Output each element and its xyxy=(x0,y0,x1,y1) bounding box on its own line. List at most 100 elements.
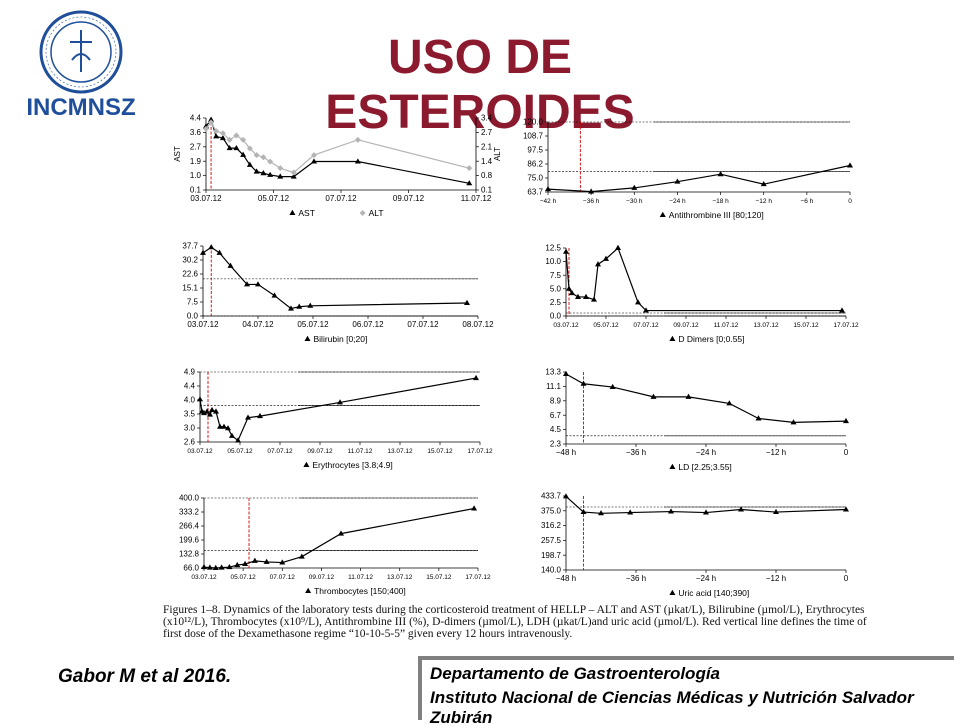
data-point xyxy=(235,437,241,443)
y-tick-label: 37.7 xyxy=(182,242,198,251)
x-tick-label: 04.07.12 xyxy=(242,320,274,329)
y-tick-label: 333.2 xyxy=(179,508,200,517)
data-point xyxy=(847,162,853,168)
y-tick-label: 11.1 xyxy=(546,382,562,391)
data-point xyxy=(563,370,569,376)
y-tick-label: 7.5 xyxy=(550,271,562,280)
legend-marker xyxy=(669,589,676,595)
y-tick-label: 4.4 xyxy=(184,382,196,391)
y-tick-label: 2.5 xyxy=(550,298,562,307)
legend-label: Antithrombine III [80;120] xyxy=(669,210,764,220)
reference-citation: Gabor M et al 2016. xyxy=(58,666,232,687)
x-tick-label: 06.07.12 xyxy=(352,320,384,329)
y-tick-label: 375.0 xyxy=(541,506,562,515)
data-point xyxy=(203,125,209,132)
y-tick-label: 132.8 xyxy=(179,550,200,559)
y-tick-label-right: 3.4 xyxy=(481,114,493,123)
data-point xyxy=(738,506,744,512)
y-tick-label: 433.7 xyxy=(541,492,562,501)
x-tick-label: 11.07.12 xyxy=(348,448,373,455)
chart-ast-alt: 4.4 3.6 2.7 1.9 1.0 0.1 3.4 2.7 2.1 1.4 0.8 0.1 ALT A… xyxy=(173,114,502,218)
y-tick-label: 2.6 xyxy=(184,438,196,447)
x-tick-label: 13.07.12 xyxy=(387,574,413,581)
x-tick-label: −12 h xyxy=(766,574,786,583)
data-point xyxy=(221,423,227,429)
data-point xyxy=(245,414,251,420)
data-point xyxy=(267,171,274,177)
data-point xyxy=(563,248,569,254)
data-point xyxy=(219,130,226,137)
data-point xyxy=(627,509,634,515)
data-point xyxy=(545,185,551,192)
data-point xyxy=(240,151,247,157)
y-tick-label: 97.5 xyxy=(527,146,543,155)
x-tick-label: 08.07.12 xyxy=(462,320,494,329)
x-tick-label: 09.07.12 xyxy=(673,322,699,329)
data-point xyxy=(466,165,473,172)
data-point xyxy=(218,564,225,570)
footer-divider-vertical xyxy=(418,656,422,720)
data-point xyxy=(650,393,657,399)
x-tick-label: 09.07.12 xyxy=(307,448,333,455)
data-point xyxy=(760,180,767,187)
legend-marker xyxy=(304,335,311,341)
y-tick-label: 3.6 xyxy=(190,128,202,137)
data-point xyxy=(580,508,587,515)
data-point xyxy=(206,564,213,570)
x-tick-label: 03.07.12 xyxy=(191,574,217,581)
y-tick-label: 257.5 xyxy=(541,536,562,545)
legend-marker xyxy=(303,461,310,467)
x-tick-label: −24 h xyxy=(696,574,716,583)
x-tick-label: −42 h xyxy=(540,198,557,205)
x-tick-label: −48 h xyxy=(556,574,576,583)
x-tick-label: 05.07.12 xyxy=(297,320,329,329)
legend-marker xyxy=(669,463,676,469)
y-tick-label: 4.0 xyxy=(184,396,196,405)
data-point xyxy=(201,563,207,570)
series-line xyxy=(203,507,475,569)
legend-label: AST xyxy=(298,208,315,218)
y-tick-label: 3.5 xyxy=(184,410,196,419)
data-point xyxy=(246,145,253,152)
x-tick-label: 03.07.12 xyxy=(553,322,579,329)
data-point xyxy=(595,261,601,267)
data-point xyxy=(267,158,274,165)
x-tick-label: 03.07.12 xyxy=(187,320,219,329)
data-point xyxy=(471,505,478,511)
data-point xyxy=(227,262,234,268)
x-tick-label: 15.07.12 xyxy=(426,574,452,581)
data-point xyxy=(234,561,241,568)
x-tick-label: −12 h xyxy=(766,448,786,457)
data-point xyxy=(668,508,674,514)
data-point xyxy=(464,299,470,306)
data-point xyxy=(615,244,621,250)
chart-antithrombin: 120.0 108.7 97.5 86.2 75.0 63.7−42 h −36 h −30 … xyxy=(523,118,853,220)
y-tick-label: 0.0 xyxy=(550,312,562,321)
data-point xyxy=(631,184,638,190)
data-point xyxy=(277,173,284,179)
y-tick-label: 4.5 xyxy=(550,425,562,434)
x-tick-label: 13.07.12 xyxy=(753,322,779,329)
y-tick-label: 30.2 xyxy=(182,256,198,265)
x-tick-label: 11.07.12 xyxy=(348,574,373,581)
footer-divider xyxy=(418,656,954,660)
x-tick-label: 05.07.12 xyxy=(227,448,253,455)
data-point xyxy=(288,305,294,311)
x-tick-label: 17.07.12 xyxy=(467,448,493,455)
x-tick-label: 05.07.12 xyxy=(593,322,619,329)
data-point xyxy=(197,396,203,402)
data-point xyxy=(216,249,223,255)
data-point xyxy=(213,128,220,135)
data-point xyxy=(290,173,297,179)
chart-bilirubin: 37.7 30.2 22.6 15.1 7.5 0.003.07.12 04.07.12 05… xyxy=(182,242,494,344)
legend-marker xyxy=(359,210,366,216)
chart-erythrocytes: 4.9 4.4 4.0 3.5 3.0 2.603.07.12 05.07.12 07.07.… xyxy=(184,368,493,470)
data-point xyxy=(337,399,343,405)
data-point xyxy=(260,170,267,176)
x-tick-label: −30 h xyxy=(626,198,643,205)
data-point xyxy=(253,152,260,159)
data-point xyxy=(685,393,692,399)
data-point xyxy=(229,432,235,438)
x-tick-label: 15.07.12 xyxy=(793,322,819,329)
data-point xyxy=(609,383,616,390)
